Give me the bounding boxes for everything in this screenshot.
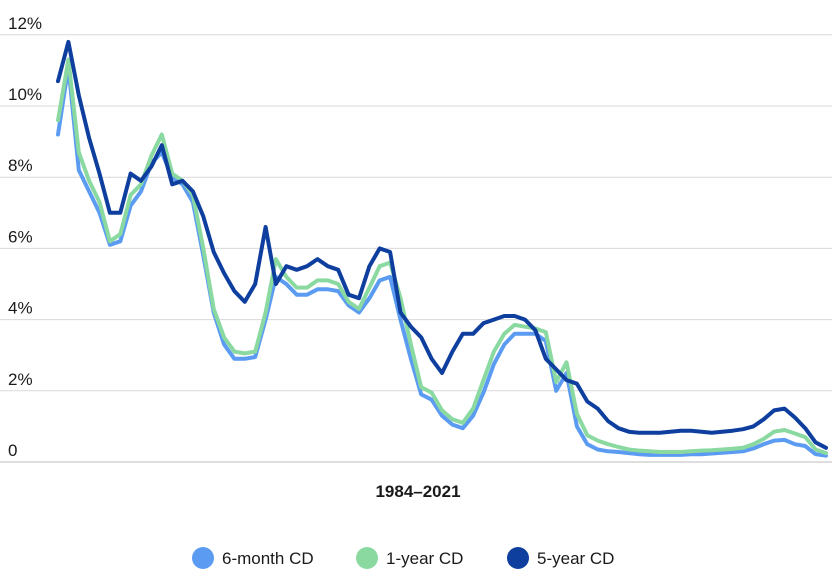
legend-label: 1-year CD [386, 549, 463, 568]
x-axis-label: 1984–2021 [375, 482, 460, 501]
legend-marker-1-year-cd [356, 547, 378, 569]
y-tick-label: 12% [8, 14, 42, 33]
y-axis-tick-labels: 0 2% 4% 6% 8% 10% 12% [8, 14, 42, 460]
y-tick-label: 0 [8, 441, 17, 460]
y-tick-label: 4% [8, 299, 33, 318]
legend-marker-5-year-cd [507, 547, 529, 569]
series-line-1-year-cd [56, 57, 828, 456]
legend-label: 5-year CD [537, 549, 614, 568]
y-tick-label: 6% [8, 227, 33, 246]
series-lines [56, 39, 828, 458]
gridlines [0, 34, 832, 463]
y-tick-label: 2% [8, 370, 33, 389]
legend: 6-month CD 1-year CD 5-year CD [192, 547, 614, 569]
y-tick-label: 8% [8, 156, 33, 175]
legend-label: 6-month CD [222, 549, 314, 568]
y-tick-label: 10% [8, 85, 42, 104]
series-line-5-year-cd [56, 39, 828, 450]
legend-marker-6-month-cd [192, 547, 214, 569]
series-line-6-month-cd [56, 64, 828, 458]
